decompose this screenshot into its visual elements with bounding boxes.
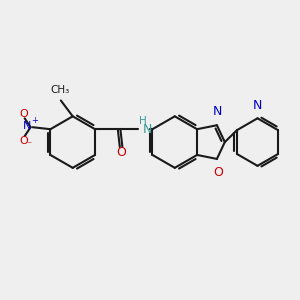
Text: ⁻: ⁻ (26, 140, 31, 150)
Text: N: N (23, 121, 32, 131)
Text: H: H (139, 116, 146, 126)
Text: O: O (19, 109, 28, 119)
Text: +: + (31, 116, 38, 125)
Text: CH₃: CH₃ (50, 85, 70, 94)
Text: O: O (213, 166, 223, 179)
Text: N: N (213, 105, 223, 118)
Text: O: O (116, 146, 126, 160)
Text: N: N (253, 99, 262, 112)
Text: N: N (142, 123, 152, 136)
Text: O: O (19, 136, 28, 146)
